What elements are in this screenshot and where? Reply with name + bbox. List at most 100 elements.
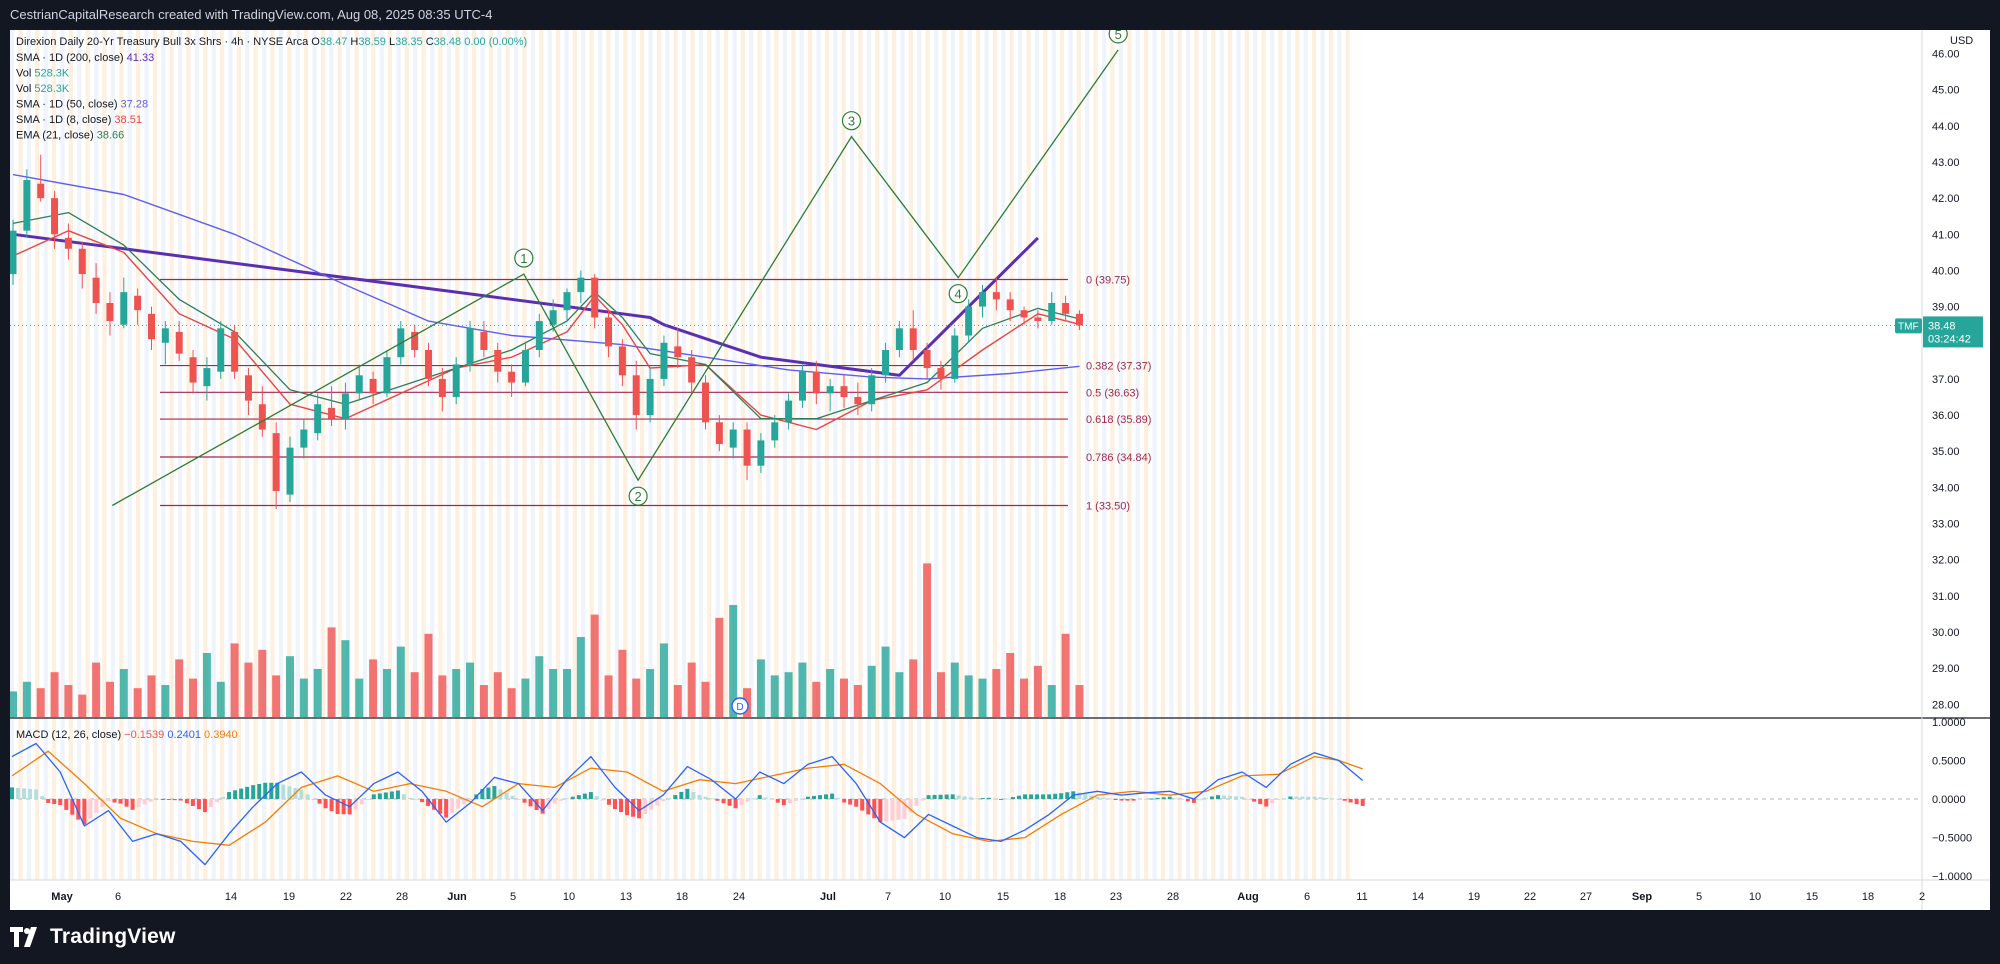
macd-hist-bar (462, 799, 467, 805)
macd-hist-bar (335, 799, 340, 815)
candle-body (951, 335, 959, 379)
candle-body (480, 331, 488, 350)
candle-body (175, 331, 183, 354)
macd-hist-bar (1209, 796, 1214, 799)
session-stripe (77, 30, 82, 880)
macd-hist-bar (148, 799, 153, 802)
candle-body (78, 248, 86, 275)
volume-bar (64, 685, 73, 717)
indicator-legend-value: 41.33 (127, 52, 155, 64)
session-stripe (203, 30, 208, 880)
macd-hist-bar (389, 791, 394, 799)
candle-body (674, 346, 682, 358)
candlesticks (10, 154, 1083, 510)
macd-hist-bar (34, 789, 39, 799)
session-stripe (178, 30, 183, 880)
macd-hist-bar (1113, 799, 1118, 800)
session-stripe (52, 30, 57, 880)
macd-hist-bar (908, 799, 913, 813)
macd-hist-bar (420, 799, 425, 803)
session-stripe (522, 30, 527, 880)
time-tick-label: 28 (1167, 891, 1179, 903)
macd-hist-bar (371, 794, 376, 799)
macd-hist-bar (1312, 796, 1317, 799)
time-tick-label: 22 (1524, 891, 1536, 903)
chart-canvas[interactable]: USD28.0029.0030.0031.0032.0033.0034.0035… (10, 30, 1990, 910)
ohlc-c: 38.48 (434, 36, 465, 48)
session-stripe (304, 30, 309, 880)
session-stripe (1102, 30, 1107, 880)
indicator-legend-row: EMA (21, close) 38.66 (16, 130, 124, 142)
attribution-bar: CestrianCapitalResearch created with Tra… (0, 0, 2000, 30)
session-stripe (430, 30, 435, 880)
volume-bar (840, 678, 848, 717)
macd-hist-bar (685, 788, 690, 799)
wave-label-text: 1 (520, 251, 527, 266)
session-stripe (144, 30, 149, 880)
time-tick-label: 5 (1696, 891, 1702, 903)
macd-hist-bar (426, 799, 431, 806)
footer-bar: TradingView (0, 910, 2000, 964)
volume-bar (22, 681, 31, 717)
macd-hist-bar (1107, 798, 1112, 800)
macd-hist-bar (245, 786, 250, 799)
macd-hist-bar (311, 799, 316, 800)
wave-label-circle (948, 284, 968, 304)
volume-bar (424, 633, 433, 717)
macd-hist-bar (82, 799, 87, 825)
macd-hist-bar (703, 796, 708, 799)
macd-hist-bar (323, 799, 328, 809)
candle-body (258, 404, 266, 430)
macd-hist-bar (480, 789, 485, 799)
volume-bar (563, 669, 571, 717)
macd-hist-bar (667, 798, 672, 800)
volume-bar (590, 614, 599, 717)
volume-bar (327, 627, 336, 717)
candle-body (882, 349, 890, 376)
candle-body (771, 422, 779, 441)
price-tick-label: 42.00 (1932, 193, 1960, 205)
volume-bar (992, 669, 1001, 717)
volume-bar (10, 691, 17, 717)
macd-hist-bar (818, 795, 823, 799)
macd-hist-bar (239, 788, 244, 799)
session-stripe (1043, 30, 1048, 880)
time-tick-label: 15 (1806, 891, 1818, 903)
macd-hist-bar (1010, 797, 1015, 799)
macd-hist-bar (1047, 794, 1052, 799)
macd-hist-bar (902, 799, 907, 820)
time-tick-label: 14 (225, 891, 237, 903)
price-tick-label: 32.00 (1932, 555, 1960, 567)
macd-hist-bar (1143, 799, 1148, 800)
macd-hist-bar (100, 799, 105, 808)
fib-level-label: 0 (39.75) (1086, 274, 1130, 286)
tradingview-logo[interactable]: TradingView (10, 922, 176, 952)
session-stripe (564, 30, 569, 880)
candle-body (521, 349, 529, 383)
fib-level-label: 1 (33.50) (1086, 500, 1130, 512)
macd-hist-bar (649, 799, 654, 810)
macd-hist-bar (715, 799, 720, 801)
session-stripe (782, 30, 787, 880)
session-stripe (228, 30, 233, 880)
time-axis: May 6 14 19 22 28 Jun 5 10 13 18 24 Jul 7 10 15 18 23 28 Au… (51, 891, 1925, 903)
macd-hist-bar (860, 799, 865, 811)
tradingview-logo-icon (10, 927, 37, 947)
macd-hist-bar (1191, 799, 1196, 803)
volume-bar (756, 659, 765, 717)
time-tick-label: Jun (447, 891, 467, 903)
chart-frame[interactable]: USD 28.00 29.00 30.00 31.00 32.00 33.00 34.00 35… (10, 30, 1990, 910)
macd-hist-bar (661, 799, 666, 802)
macd-hist-bar (106, 799, 111, 802)
macd-hist-bar (1185, 799, 1190, 802)
macd-hist-bar (407, 797, 412, 799)
session-stripe (715, 30, 720, 880)
fib-level-label: 0.382 (37.37) (1086, 361, 1151, 373)
candle-body (148, 313, 155, 340)
candle-body (895, 328, 903, 350)
volume-bar (867, 665, 876, 717)
candle-body (591, 277, 599, 318)
session-stripe (841, 30, 846, 880)
candle-body (909, 328, 917, 350)
time-tick-label: 10 (563, 891, 575, 903)
